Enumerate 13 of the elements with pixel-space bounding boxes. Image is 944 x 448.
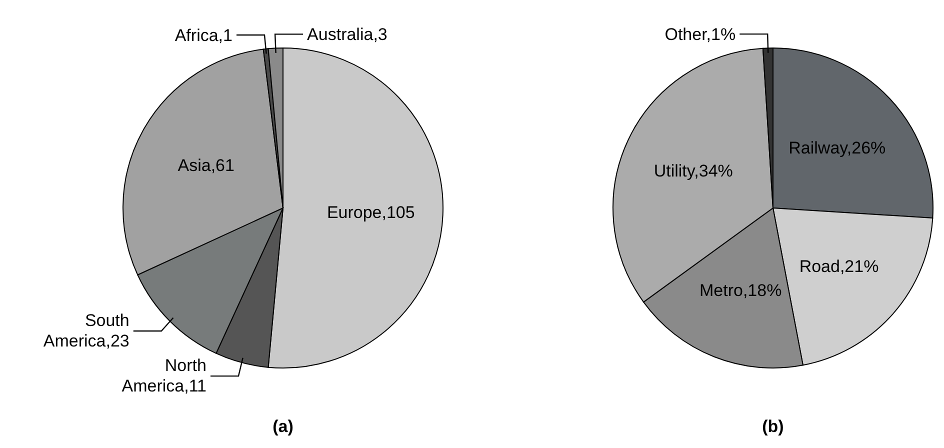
- slice-label: Railway,26%: [788, 138, 886, 158]
- text: (b): [762, 417, 784, 436]
- slice-label: Metro,18%: [700, 280, 782, 300]
- slice-label: Other,1%: [664, 25, 736, 44]
- text: (a): [272, 417, 294, 436]
- slice-label: Asia,61: [178, 156, 234, 176]
- slice-label: Utility,34%: [654, 161, 733, 180]
- slice-label: North America,11: [122, 356, 206, 396]
- slice-label: Europe,105: [326, 203, 415, 222]
- slice-label: Australia,3: [307, 25, 388, 44]
- slice-label: South America,23: [43, 310, 130, 350]
- slice-label: Africa,1: [174, 26, 232, 45]
- slice-label: Road,21%: [799, 257, 879, 276]
